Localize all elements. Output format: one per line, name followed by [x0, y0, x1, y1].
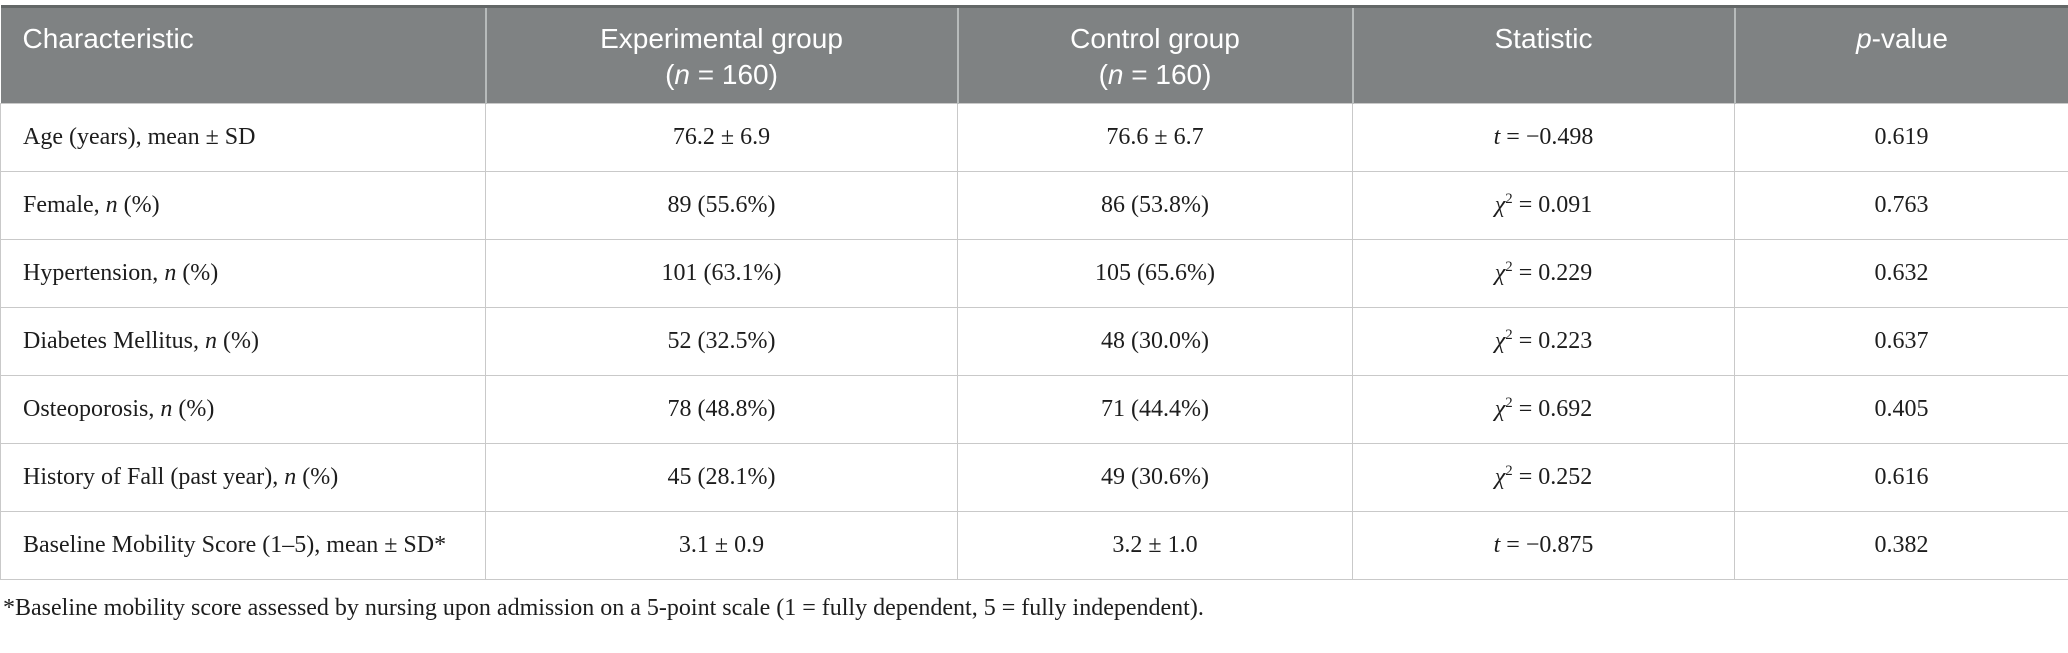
header-label: p-value	[1856, 23, 1948, 54]
cell-characteristic: Age (years), mean ± SD	[0, 103, 486, 172]
cell-characteristic: Osteoporosis, n (%)	[0, 375, 486, 444]
cell-experimental-group: 89 (55.6%)	[485, 171, 958, 240]
header-label: Experimental group	[600, 23, 843, 54]
table-row: Diabetes Mellitus, n (%) 52 (32.5%) 48 (…	[0, 307, 2068, 376]
header-sublabel: (n = 160)	[1098, 59, 1212, 90]
cell-p-value: 0.763	[1734, 171, 2068, 240]
header-cell-p-value: p-value	[1734, 6, 2068, 104]
table-header: Characteristic Experimental group (n = 1…	[0, 6, 2068, 104]
table-container: Characteristic Experimental group (n = 1…	[0, 5, 2068, 621]
table-row: Osteoporosis, n (%) 78 (48.8%) 71 (44.4%…	[0, 375, 2068, 444]
header-row: Characteristic Experimental group (n = 1…	[0, 6, 2068, 104]
table-row: Age (years), mean ± SD 76.2 ± 6.9 76.6 ±…	[0, 103, 2068, 172]
cell-characteristic: History of Fall (past year), n (%)	[0, 443, 486, 512]
table-footnote: *Baseline mobility score assessed by nur…	[3, 595, 1204, 621]
cell-characteristic: Hypertension, n (%)	[0, 239, 486, 308]
cell-control-group: 49 (30.6%)	[957, 443, 1353, 512]
cell-experimental-group: 78 (48.8%)	[485, 375, 958, 444]
cell-p-value: 0.616	[1734, 443, 2068, 512]
cell-experimental-group: 76.2 ± 6.9	[485, 103, 958, 172]
cell-experimental-group: 45 (28.1%)	[485, 443, 958, 512]
cell-statistic: χ2 = 0.252	[1352, 443, 1735, 512]
table-row: Female, n (%) 89 (55.6%) 86 (53.8%) χ2 =…	[0, 171, 2068, 240]
cell-p-value: 0.405	[1734, 375, 2068, 444]
header-label: Characteristic	[22, 23, 194, 54]
cell-p-value: 0.619	[1734, 103, 2068, 172]
cell-control-group: 71 (44.4%)	[957, 375, 1353, 444]
cell-statistic: t = −0.875	[1352, 511, 1735, 580]
table-row: History of Fall (past year), n (%) 45 (2…	[0, 443, 2068, 512]
header-cell-control-group: Control group (n = 160)	[957, 6, 1354, 104]
cell-statistic: χ2 = 0.091	[1352, 171, 1735, 240]
cell-control-group: 76.6 ± 6.7	[957, 103, 1353, 172]
cell-p-value: 0.382	[1734, 511, 2068, 580]
cell-statistic: χ2 = 0.223	[1352, 307, 1735, 376]
cell-control-group: 105 (65.6%)	[957, 239, 1353, 308]
header-cell-experimental-group: Experimental group (n = 160)	[485, 6, 959, 104]
cell-control-group: 86 (53.8%)	[957, 171, 1353, 240]
header-cell-characteristic: Characteristic	[0, 6, 487, 104]
cell-experimental-group: 52 (32.5%)	[485, 307, 958, 376]
table-row: Hypertension, n (%) 101 (63.1%) 105 (65.…	[0, 239, 2068, 308]
table-row: Baseline Mobility Score (1–5), mean ± SD…	[0, 511, 2068, 580]
cell-characteristic: Baseline Mobility Score (1–5), mean ± SD…	[0, 511, 486, 580]
cell-control-group: 48 (30.0%)	[957, 307, 1353, 376]
cell-statistic: t = −0.498	[1352, 103, 1735, 172]
header-cell-statistic: Statistic	[1352, 6, 1736, 104]
cell-control-group: 3.2 ± 1.0	[957, 511, 1353, 580]
header-label: Statistic	[1494, 23, 1593, 54]
baseline-characteristics-table: Characteristic Experimental group (n = 1…	[0, 5, 2068, 580]
header-sublabel: (n = 160)	[665, 59, 778, 90]
cell-characteristic: Diabetes Mellitus, n (%)	[0, 307, 486, 376]
cell-statistic: χ2 = 0.229	[1352, 239, 1735, 308]
header-label: Control group	[1070, 23, 1240, 54]
cell-experimental-group: 3.1 ± 0.9	[485, 511, 958, 580]
cell-experimental-group: 101 (63.1%)	[485, 239, 958, 308]
cell-p-value: 0.632	[1734, 239, 2068, 308]
table-body: Age (years), mean ± SD 76.2 ± 6.9 76.6 ±…	[0, 103, 2068, 580]
cell-characteristic: Female, n (%)	[0, 171, 486, 240]
cell-p-value: 0.637	[1734, 307, 2068, 376]
cell-statistic: χ2 = 0.692	[1352, 375, 1735, 444]
